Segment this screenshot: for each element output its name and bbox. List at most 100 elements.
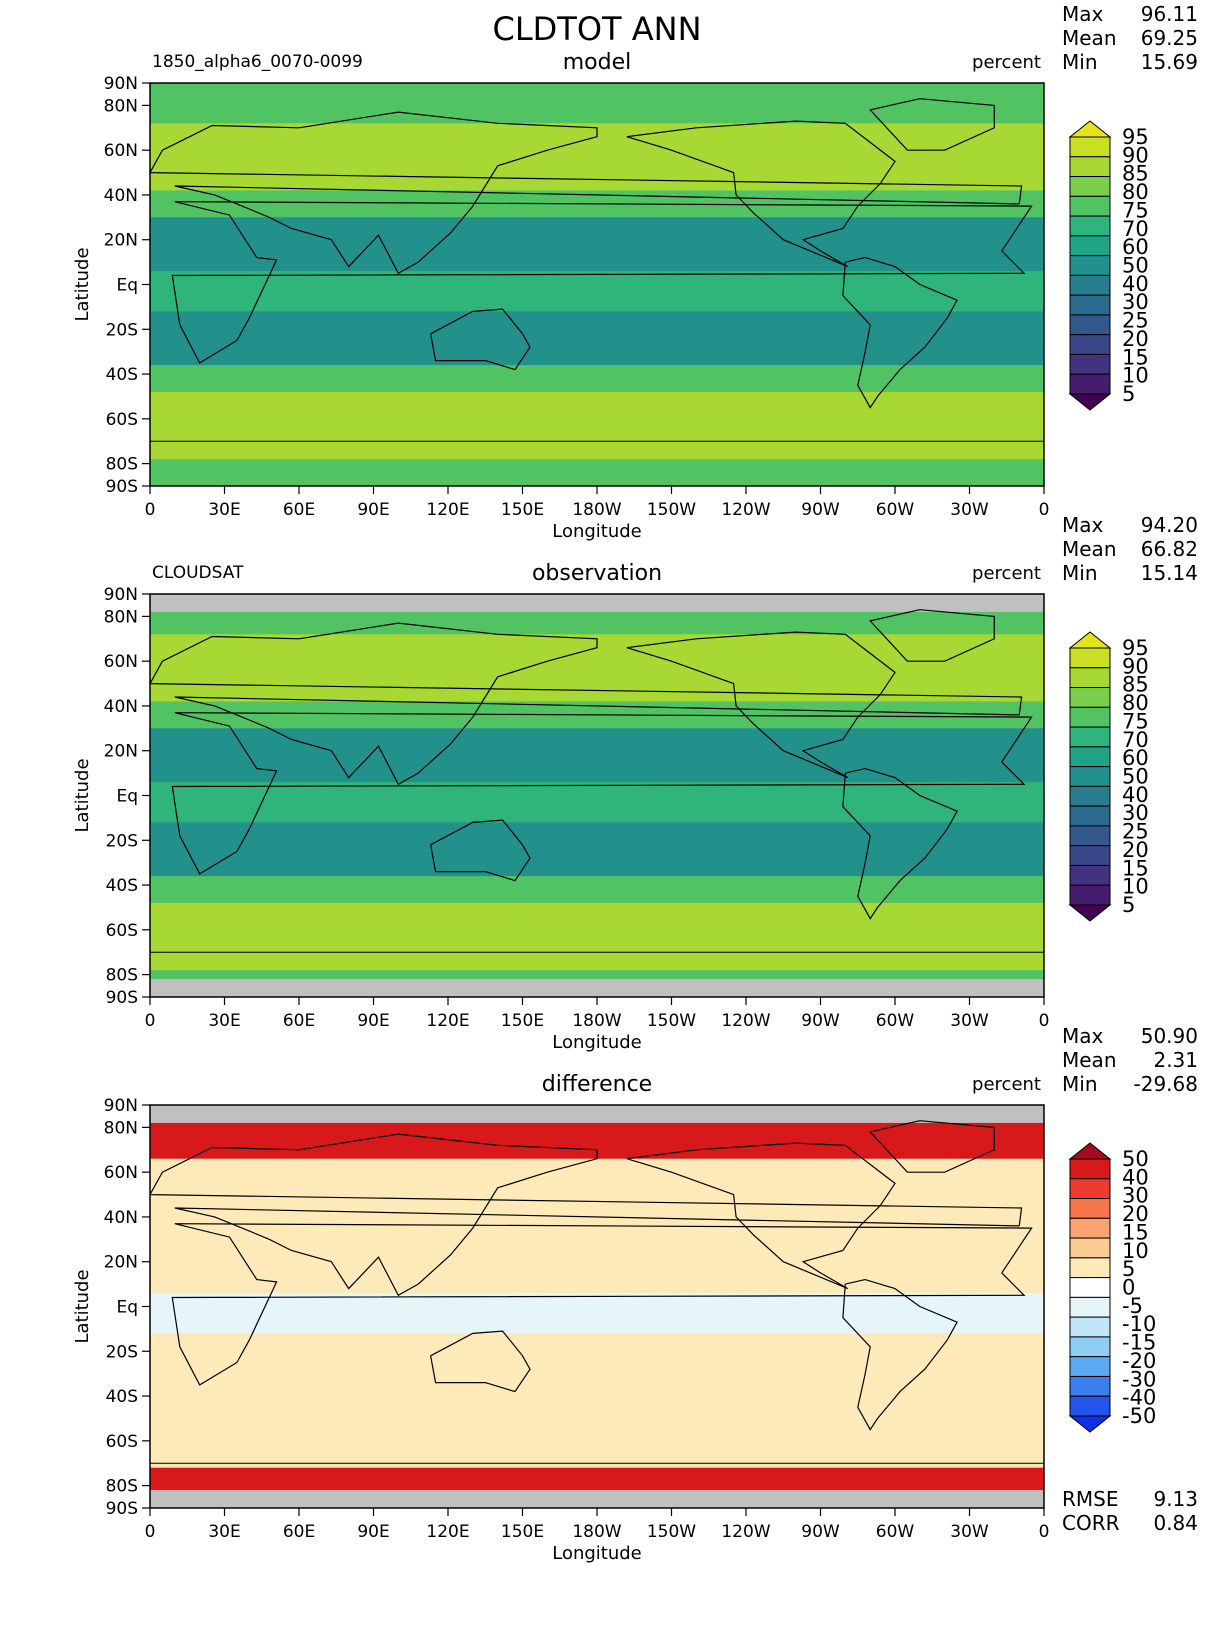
colorbar-label: -10: [1122, 1312, 1156, 1336]
field-band: [150, 1185, 1044, 1200]
y-tick-label: 90S: [106, 1499, 138, 1519]
colorbar-max-triangle: [1068, 631, 1112, 649]
coastline: [150, 622, 1023, 786]
y-tick-label: 20S: [106, 831, 138, 851]
x-axis-title: Longitude: [552, 1032, 642, 1053]
missing-data-south: [150, 1490, 1044, 1508]
x-tick-label: 120W: [721, 500, 770, 520]
field-band: [150, 136, 1044, 151]
stat-label-min: Min: [1062, 561, 1098, 585]
x-tick-label: 90W: [801, 1522, 840, 1542]
coastline: [869, 1120, 995, 1173]
field-band: [150, 808, 1044, 823]
colorbar-label: 10: [1122, 1239, 1149, 1263]
figure-title: CLDTOT ANN: [492, 10, 701, 48]
field-band: [150, 472, 1044, 486]
x-tick-label: 120W: [721, 1522, 770, 1542]
colorbar-label: 60: [1122, 235, 1149, 259]
coastline: [626, 631, 896, 779]
colorbar-segment: [1069, 1257, 1111, 1279]
field-band: [150, 244, 1044, 259]
colorbar-label: 20: [1122, 838, 1149, 862]
field-band: [150, 1158, 1044, 1173]
y-tick-label: 60N: [104, 141, 138, 161]
y-tick-label: 20N: [104, 231, 138, 251]
stat-label-mean: Mean: [1062, 1048, 1117, 1072]
colorbar-segment: [1069, 1217, 1111, 1239]
y-tick-label: 20S: [106, 320, 138, 340]
y-tick-label: 80N: [104, 607, 138, 627]
x-tick-label: 90E: [357, 500, 389, 520]
missing-data-south: [150, 979, 1044, 997]
colorbar-segment: [1069, 334, 1111, 355]
y-tick-label: 40N: [104, 186, 138, 206]
colorbar-segment: [1069, 1316, 1111, 1338]
field-band: [150, 391, 1044, 406]
colorbar-segment: [1069, 726, 1111, 748]
colorbar-label: 40: [1122, 783, 1149, 807]
y-tick-label: 40S: [106, 876, 138, 896]
stat-label-corr: CORR: [1062, 1511, 1120, 1535]
field-band: [150, 1427, 1044, 1442]
x-tick-label: 30W: [950, 1011, 989, 1031]
colorbar-segment: [1069, 255, 1111, 276]
field-band: [150, 647, 1044, 662]
x-tick-label: 150W: [647, 1522, 696, 1542]
colorbar-label: 40: [1122, 1165, 1149, 1189]
y-tick-label: 80S: [106, 1477, 138, 1497]
field-band: [150, 835, 1044, 850]
field-band: [150, 1212, 1044, 1227]
colorbar-label: 75: [1122, 198, 1149, 222]
field-band: [150, 1319, 1044, 1334]
colorbar-label: 20: [1122, 1202, 1149, 1226]
x-tick-label: 150W: [647, 1011, 696, 1031]
colorbar-label: -20: [1122, 1349, 1156, 1373]
coastline: [171, 1223, 1033, 1386]
colorbar-label: -40: [1122, 1386, 1156, 1410]
stat-label-max: Max: [1062, 1024, 1104, 1048]
colorbar-label: 15: [1122, 345, 1149, 369]
colorbar-label: 80: [1122, 691, 1149, 715]
colorbar-label: 60: [1122, 746, 1149, 770]
field-band: [150, 902, 1044, 917]
field-band: [150, 1172, 1044, 1187]
field-band: [150, 297, 1044, 312]
colorbar-label: 25: [1122, 820, 1149, 844]
panel-units: percent: [972, 52, 1041, 73]
y-tick-label: 60N: [104, 652, 138, 672]
x-tick-label: 30W: [950, 1522, 989, 1542]
field-band: [150, 741, 1044, 756]
field-band: [150, 203, 1044, 218]
x-tick-label: 90W: [801, 500, 840, 520]
x-tick-label: 30E: [208, 500, 240, 520]
colorbar-segment: [1069, 195, 1111, 217]
x-tick-label: 30W: [950, 500, 989, 520]
colorbar-label: 90: [1122, 654, 1149, 678]
colorbar-segment: [1069, 294, 1111, 316]
field-band: [150, 755, 1044, 770]
stat-label-mean: Mean: [1062, 537, 1117, 561]
x-tick-label: 180W: [572, 500, 621, 520]
colorbar-label: 90: [1122, 143, 1149, 167]
coastline: [171, 201, 1033, 364]
colorbar-label: 85: [1122, 162, 1149, 186]
field-band: [150, 150, 1044, 165]
stat-label-rmse: RMSE: [1062, 1487, 1118, 1511]
y-tick-label: Eq: [116, 276, 138, 296]
field-band: [150, 83, 1044, 97]
colorbar-label: 30: [1122, 1184, 1149, 1208]
colorbar-label: 70: [1122, 217, 1149, 241]
stat-label-min: Min: [1062, 1072, 1098, 1096]
field-band: [150, 351, 1044, 366]
field-band: [150, 1387, 1044, 1402]
coastline: [626, 1142, 896, 1290]
y-tick-label: 90N: [104, 585, 138, 605]
field-band: [150, 1279, 1044, 1294]
y-tick-label: 20N: [104, 742, 138, 762]
colorbar-segment: [1069, 176, 1111, 197]
y-tick-label: 60S: [106, 410, 138, 430]
field-band: [150, 728, 1044, 743]
